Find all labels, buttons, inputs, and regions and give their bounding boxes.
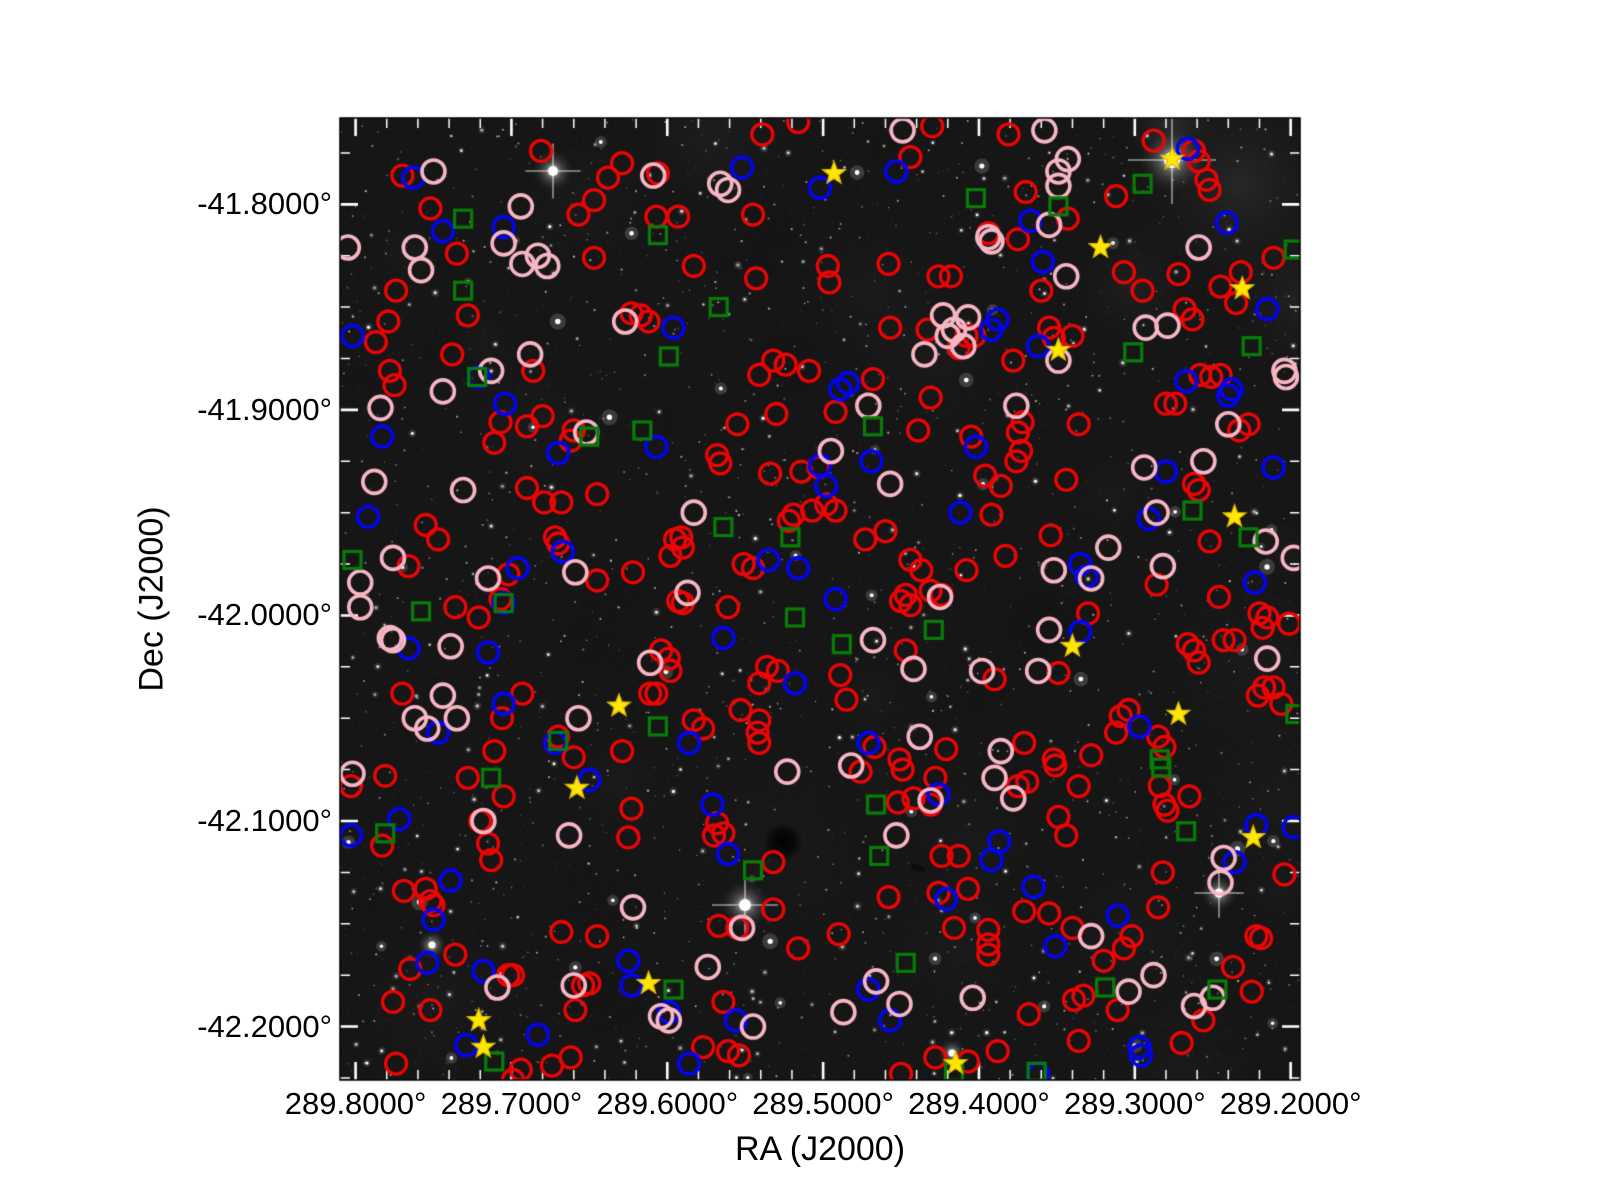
x-tick-label: 289.2000° [1219,1086,1362,1121]
y-tick-label: -42.0000° [197,597,332,633]
x-tick-label: 289.7000° [440,1086,583,1121]
y-tick-label: -42.1000° [197,803,332,838]
x-axis-title: RA (J2000) [734,1130,906,1168]
x-tick-label: 289.8000° [284,1086,427,1121]
y-tick-label: -41.9000° [197,391,332,427]
x-tick-label: 289.3000° [1063,1086,1206,1121]
x-tick-label: 289.6000° [596,1086,739,1121]
x-tick-label: 289.5000° [752,1086,894,1121]
x-tick-label: 289.4000° [908,1086,1050,1121]
y-tick-label: -41.8000° [197,186,332,222]
y-tick-label: -42.2000° [197,1008,332,1044]
